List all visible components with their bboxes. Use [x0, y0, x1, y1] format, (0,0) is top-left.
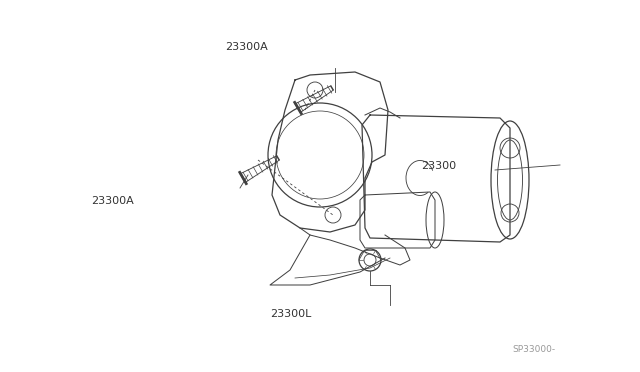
Text: 23300A: 23300A — [225, 42, 268, 51]
Text: 23300A: 23300A — [91, 196, 133, 206]
Text: 23300: 23300 — [421, 161, 456, 170]
Text: SP33000-: SP33000- — [513, 345, 556, 354]
Text: 23300L: 23300L — [271, 310, 312, 319]
